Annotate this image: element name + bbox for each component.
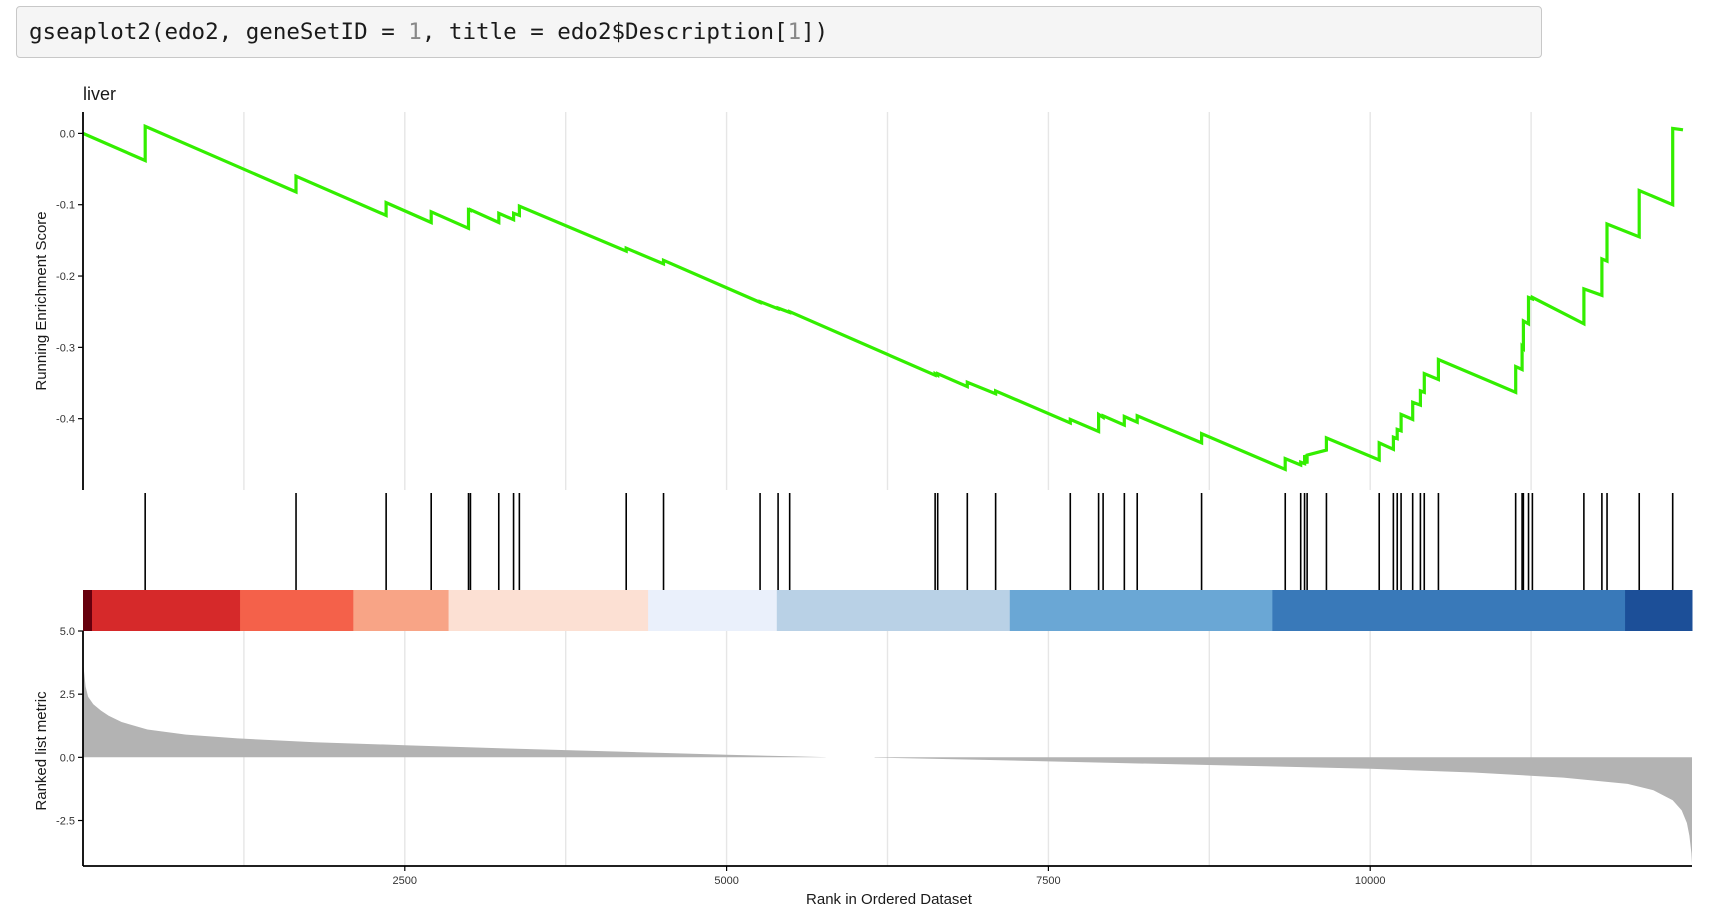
es-panel [82, 123, 1684, 472]
x-tick-label: 5000 [714, 875, 738, 887]
heat-band [776, 590, 1011, 631]
metric-panel [83, 661, 1692, 864]
chart-title: liver [83, 84, 116, 104]
heat-band [1009, 590, 1273, 631]
es-y-tick-label: -0.1 [56, 200, 75, 212]
heat-band [240, 590, 354, 631]
es-line [82, 123, 1684, 472]
metric-axis-label: Ranked list metric [33, 691, 50, 811]
es-axis-label: Running Enrichment Score [33, 211, 50, 390]
heat-band [83, 590, 93, 631]
heat-band [1272, 590, 1626, 631]
metric-y-tick-label: 0.0 [60, 752, 75, 764]
heat-band [1625, 590, 1693, 631]
es-y-tick-label: -0.4 [56, 414, 75, 426]
code-block: gseaplot2(edo2, geneSetID = 1, title = e… [16, 6, 1542, 58]
heat-band [448, 590, 649, 631]
heat-band [353, 590, 450, 631]
code-index-number: 1 [787, 19, 802, 45]
heat-band [648, 590, 778, 631]
code-arg-number: 1 [408, 19, 422, 45]
es-y-tick-label: -0.2 [56, 271, 75, 283]
metric-area-positive [83, 661, 826, 758]
code-suffix: ]) [801, 19, 829, 45]
heat-band [92, 590, 241, 631]
es-y-tick-label: -0.3 [56, 342, 75, 354]
metric-y-tick-label: 5.0 [60, 626, 75, 638]
x-tick-label: 2500 [393, 875, 417, 887]
code-middle: , title = edo2$Description[ [421, 19, 788, 45]
axes: 0.0 -0.1 -0.2 -0.3 -0.4 5.0 2.5 0.0 -2.5 2500 5000… [56, 112, 1692, 887]
heat-bar [83, 590, 1693, 631]
code-prefix: gseaplot2(edo2, geneSetID = [29, 19, 409, 45]
x-axis-label: Rank in Ordered Dataset [806, 891, 973, 908]
metric-y-tick-label: -2.5 [56, 816, 75, 828]
x-tick-label: 10000 [1355, 875, 1386, 887]
metric-area-negative [874, 757, 1692, 864]
es-y-tick-label: 0.0 [60, 128, 75, 140]
hit-marks [144, 493, 1674, 598]
metric-y-tick-label: 2.5 [60, 689, 75, 701]
grid-lines [243, 112, 1532, 866]
x-tick-label: 7500 [1036, 875, 1060, 887]
